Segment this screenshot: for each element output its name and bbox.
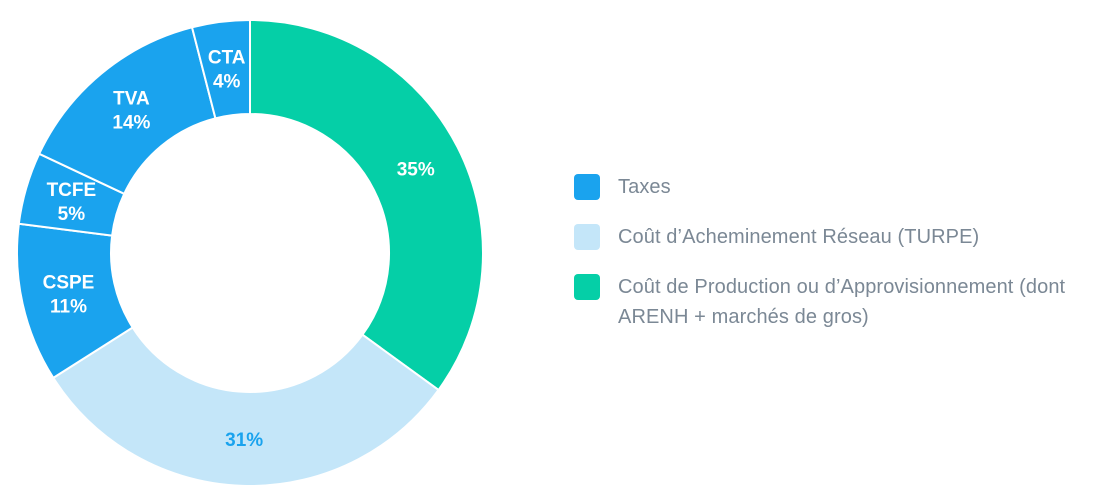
slice-value-0: 35%: [397, 160, 435, 181]
slice-name-3: TCFE: [47, 180, 97, 201]
legend-label-production: Coût de Production ou d’Approvisionnemen…: [618, 276, 1066, 328]
slice-name-5: CTA: [208, 47, 246, 68]
slice-label-5: CTA 4%: [208, 47, 246, 92]
slice-label-1: 31%: [225, 430, 263, 451]
legend-label-taxes: Taxes: [618, 176, 671, 198]
legend-swatch-taxes: [574, 174, 600, 200]
donut-slice-0: [249, 18, 484, 392]
donut-slice-5: [190, 18, 251, 120]
slice-value-3: 5%: [58, 204, 86, 225]
slice-label-3: TCFE 5%: [47, 180, 97, 225]
slice-value-1: 31%: [225, 430, 263, 451]
slice-label-4: TVA 14%: [112, 89, 150, 134]
legend-swatch-turpe: [574, 224, 600, 250]
slice-label-2: CSPE 11%: [43, 273, 95, 318]
slice-name-4: TVA: [113, 89, 150, 110]
legend-item-turpe: Coût d’Acheminement Réseau (TURPE): [574, 222, 1094, 252]
legend-label-turpe: Coût d’Acheminement Réseau (TURPE): [618, 226, 980, 248]
donut-slice-1: [51, 326, 440, 487]
slice-value-5: 4%: [213, 71, 241, 92]
slice-name-2: CSPE: [43, 273, 95, 294]
slice-label-0: 35%: [397, 160, 435, 181]
slice-value-2: 11%: [50, 297, 87, 318]
legend-item-taxes: Taxes: [574, 172, 1094, 202]
legend-swatch-production: [574, 274, 600, 300]
donut-chart: 35% 31% CSPE 11% TCFE 5% TVA 14% CTA 4%: [16, 18, 484, 487]
slice-value-4: 14%: [112, 113, 150, 134]
legend-item-production: Coût de Production ou d’Approvisionnemen…: [574, 272, 1094, 332]
legend: Taxes Coût d’Acheminement Réseau (TURPE)…: [574, 172, 1094, 352]
